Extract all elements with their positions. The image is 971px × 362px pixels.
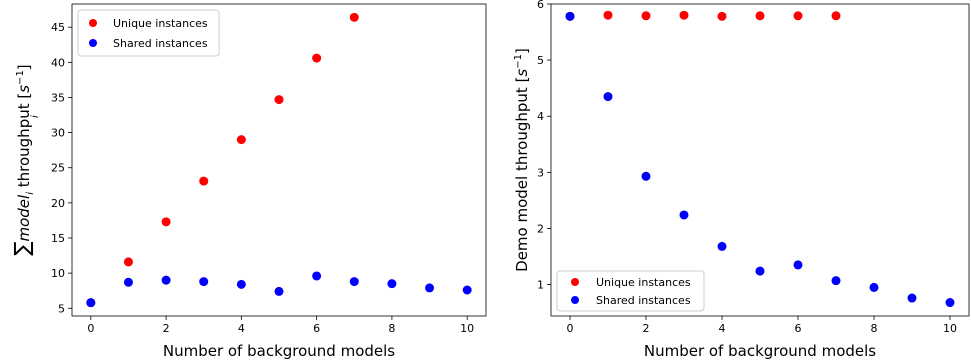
point-unique-7 xyxy=(349,12,359,22)
point-shared-3 xyxy=(199,277,209,287)
y-axis-label-summation-index: i xyxy=(30,115,41,118)
point-shared-9 xyxy=(907,293,917,303)
point-shared-6 xyxy=(793,260,803,270)
y-tick-label: 45 xyxy=(51,21,65,34)
point-unique-4 xyxy=(236,135,246,145)
point-unique-1 xyxy=(603,10,613,20)
point-unique-3 xyxy=(679,10,689,20)
point-shared-7 xyxy=(349,277,359,287)
point-unique-1 xyxy=(123,257,133,267)
plot-frame xyxy=(71,3,487,317)
legend-marker-shared xyxy=(571,296,579,304)
x-tick-label: 10 xyxy=(460,322,474,335)
legend-marker-unique xyxy=(571,278,579,286)
point-shared-1 xyxy=(123,277,133,287)
point-unique-5 xyxy=(274,95,284,105)
x-tick-label: 4 xyxy=(238,322,245,335)
point-shared-7 xyxy=(831,276,841,286)
legend-label-unique: Unique instances xyxy=(113,17,208,30)
y-tick-label: 30 xyxy=(51,127,65,140)
x-tick-label: 0 xyxy=(567,322,574,335)
legend-box xyxy=(556,270,705,312)
y-tick-label: 6 xyxy=(537,0,544,11)
y-tick-label: 15 xyxy=(51,232,65,245)
legend-box xyxy=(77,9,220,57)
point-shared-8 xyxy=(869,282,879,292)
y-axis-label: ∑modeli throughput [s−1] xyxy=(10,64,36,255)
y-tick-label: 40 xyxy=(51,56,65,69)
x-tick-label: 6 xyxy=(313,322,320,335)
legend-label-unique: Unique instances xyxy=(596,276,691,289)
y-tick-label: 4 xyxy=(537,110,544,123)
y-axis-ticks: 5 10 15 20 25 30 35 40 45 xyxy=(51,21,72,315)
point-shared-2 xyxy=(161,275,171,285)
y-tick-label: 25 xyxy=(51,162,65,175)
x-axis-ticks: 0 2 4 6 8 10 xyxy=(87,316,474,335)
x-tick-label: 6 xyxy=(795,322,802,335)
data-points xyxy=(86,12,472,308)
point-shared-5 xyxy=(274,286,284,296)
x-tick-label: 4 xyxy=(719,322,726,335)
y-tick-label: 3 xyxy=(537,166,544,179)
legend-marker-shared xyxy=(89,39,97,47)
point-shared-5 xyxy=(755,266,765,276)
point-shared-8 xyxy=(387,279,397,289)
legend-marker-unique xyxy=(89,19,97,27)
point-shared-4 xyxy=(717,241,727,251)
point-shared-9 xyxy=(425,283,435,293)
x-tick-label: 0 xyxy=(87,322,94,335)
legend: Unique instances Shared instances xyxy=(77,9,220,57)
point-unique-4 xyxy=(717,11,727,21)
data-points xyxy=(565,10,955,308)
chart-total-throughput: 0 2 4 6 8 10 5 10 15 20 25 30 35 40 45 Number of back… xyxy=(10,3,487,360)
y-tick-label: 1 xyxy=(537,279,544,292)
y-tick-label: 35 xyxy=(51,91,65,104)
x-tick-label: 2 xyxy=(163,322,170,335)
y-axis-label: Demo model throughput [s−1] xyxy=(513,48,531,272)
legend-label-shared: Shared instances xyxy=(596,294,691,307)
point-shared-10 xyxy=(462,285,472,295)
y-tick-label: 5 xyxy=(58,302,65,315)
x-axis-label: Number of background models xyxy=(163,342,395,360)
point-unique-2 xyxy=(161,217,171,227)
y-axis-ticks: 1 2 3 4 5 6 xyxy=(537,0,551,292)
x-tick-label: 8 xyxy=(388,322,395,335)
point-shared-0 xyxy=(565,11,575,21)
y-tick-label: 20 xyxy=(51,197,65,210)
point-shared-6 xyxy=(312,271,322,281)
point-unique-6 xyxy=(793,11,803,21)
plot-frame xyxy=(550,3,970,317)
legend-label-shared: Shared instances xyxy=(113,37,208,50)
point-shared-1 xyxy=(603,92,613,102)
x-axis-ticks: 0 2 4 6 8 10 xyxy=(567,316,957,335)
point-shared-10 xyxy=(945,298,955,308)
point-unique-3 xyxy=(199,176,209,186)
point-shared-0 xyxy=(86,298,96,308)
legend: Unique instances Shared instances xyxy=(556,270,705,312)
point-shared-3 xyxy=(679,210,689,220)
x-tick-label: 10 xyxy=(943,322,957,335)
y-tick-label: 10 xyxy=(51,267,65,280)
point-shared-2 xyxy=(641,171,651,181)
y-tick-label: 5 xyxy=(537,54,544,67)
point-shared-4 xyxy=(236,279,246,289)
x-tick-label: 8 xyxy=(871,322,878,335)
y-tick-label: 2 xyxy=(537,222,544,235)
point-unique-7 xyxy=(831,11,841,21)
x-tick-label: 2 xyxy=(643,322,650,335)
point-unique-2 xyxy=(641,11,651,21)
point-unique-6 xyxy=(312,53,322,63)
point-unique-5 xyxy=(755,11,765,21)
x-axis-label: Number of background models xyxy=(644,342,876,360)
